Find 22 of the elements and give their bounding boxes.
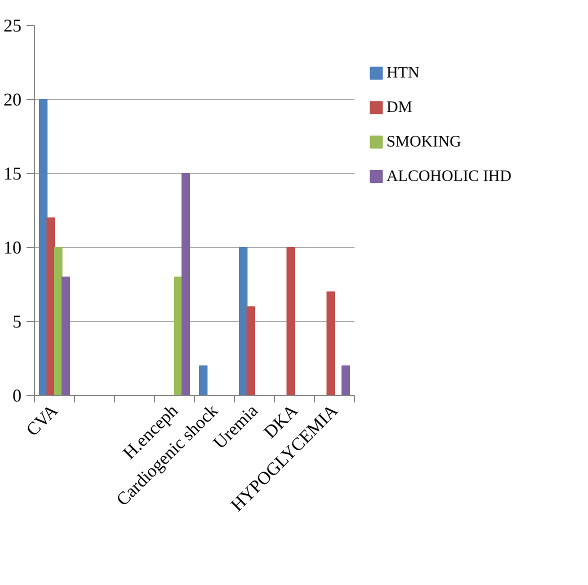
legend-label: DM [386,99,412,116]
bar [326,291,335,396]
legend-label: ALCOHOLIC IHD [386,168,512,186]
y-tick-label: 0 [12,386,22,406]
bar [54,247,62,396]
x-tick-label: CVA [22,400,62,440]
y-tick-label: 20 [4,90,22,110]
bar [199,365,208,396]
y-tick-label: 15 [4,164,22,184]
y-tick-label: 5 [12,312,22,332]
bar [246,306,255,396]
bar [239,247,248,396]
bar [46,217,55,396]
bar [39,99,48,396]
legend-label: HTN [386,64,420,82]
y-tick-label: 10 [4,238,22,258]
bar [62,276,70,396]
bar [182,173,190,396]
bar [286,247,295,396]
legend-label: SMOKING [386,134,462,151]
y-tick-label: 25 [4,16,22,36]
bar [342,365,350,396]
